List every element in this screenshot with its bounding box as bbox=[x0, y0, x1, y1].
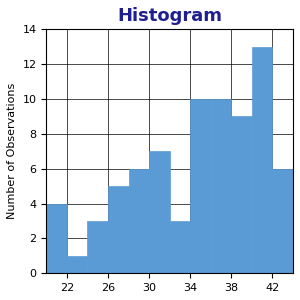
Bar bbox=[190, 99, 211, 273]
Bar bbox=[170, 221, 190, 273]
Bar bbox=[252, 47, 272, 273]
Bar bbox=[46, 204, 67, 273]
Bar bbox=[149, 151, 170, 273]
Bar bbox=[211, 99, 231, 273]
Bar bbox=[129, 169, 149, 273]
Bar bbox=[108, 186, 129, 273]
Bar bbox=[293, 82, 300, 273]
Bar bbox=[67, 256, 88, 273]
Y-axis label: Number of Observations: Number of Observations bbox=[7, 83, 17, 219]
Bar bbox=[272, 169, 293, 273]
Bar bbox=[88, 221, 108, 273]
Title: Histogram: Histogram bbox=[117, 7, 222, 25]
Bar bbox=[231, 116, 252, 273]
